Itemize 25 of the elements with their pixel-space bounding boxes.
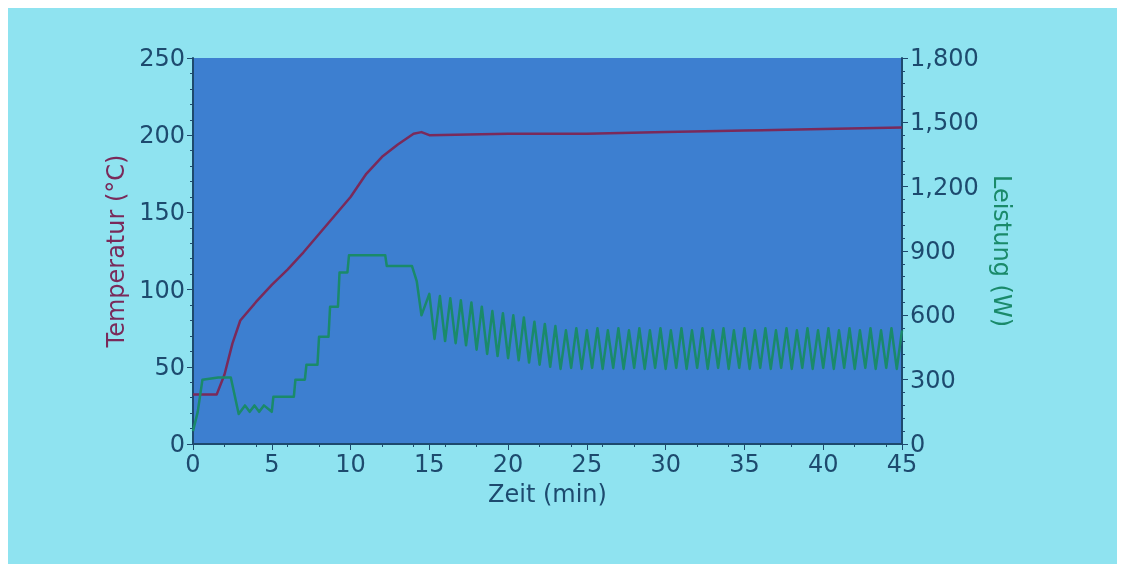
y2-tick-label: 1,500	[910, 108, 979, 137]
y2-tick-label: 600	[910, 301, 956, 330]
x-tick-label: 15	[414, 450, 445, 478]
y2-tick-label: 1,800	[910, 44, 979, 72]
y-tick-label: 100	[139, 275, 185, 304]
x-tick-label: 40	[807, 450, 839, 478]
x-tick-label: 10	[335, 450, 366, 478]
line-series	[191, 254, 904, 433]
x-axis-title: Zeit (min)	[488, 480, 607, 508]
y2-tick-label: 1,200	[910, 172, 979, 201]
y2-axis-title: Leistung (W)	[988, 174, 1016, 328]
y-tick-label: 150	[139, 198, 185, 227]
y2-tick-label: 900	[910, 237, 956, 265]
x-tick-label: 35	[729, 450, 760, 478]
x-tick-label: 5	[264, 450, 280, 478]
y-tick-label: 0	[169, 430, 185, 458]
x-tick-label: 30	[650, 450, 681, 478]
y-tick-label: 50	[154, 352, 185, 381]
y-axis-title: Temperatur (°C)	[102, 154, 131, 349]
y-tick-label: 200	[139, 121, 185, 150]
x-tick-label: 20	[492, 450, 524, 478]
y2-tick-label: 300	[910, 365, 956, 394]
x-tick-label: 25	[571, 450, 603, 478]
line-series	[191, 126, 904, 396]
y-tick-label: 250	[139, 44, 185, 72]
